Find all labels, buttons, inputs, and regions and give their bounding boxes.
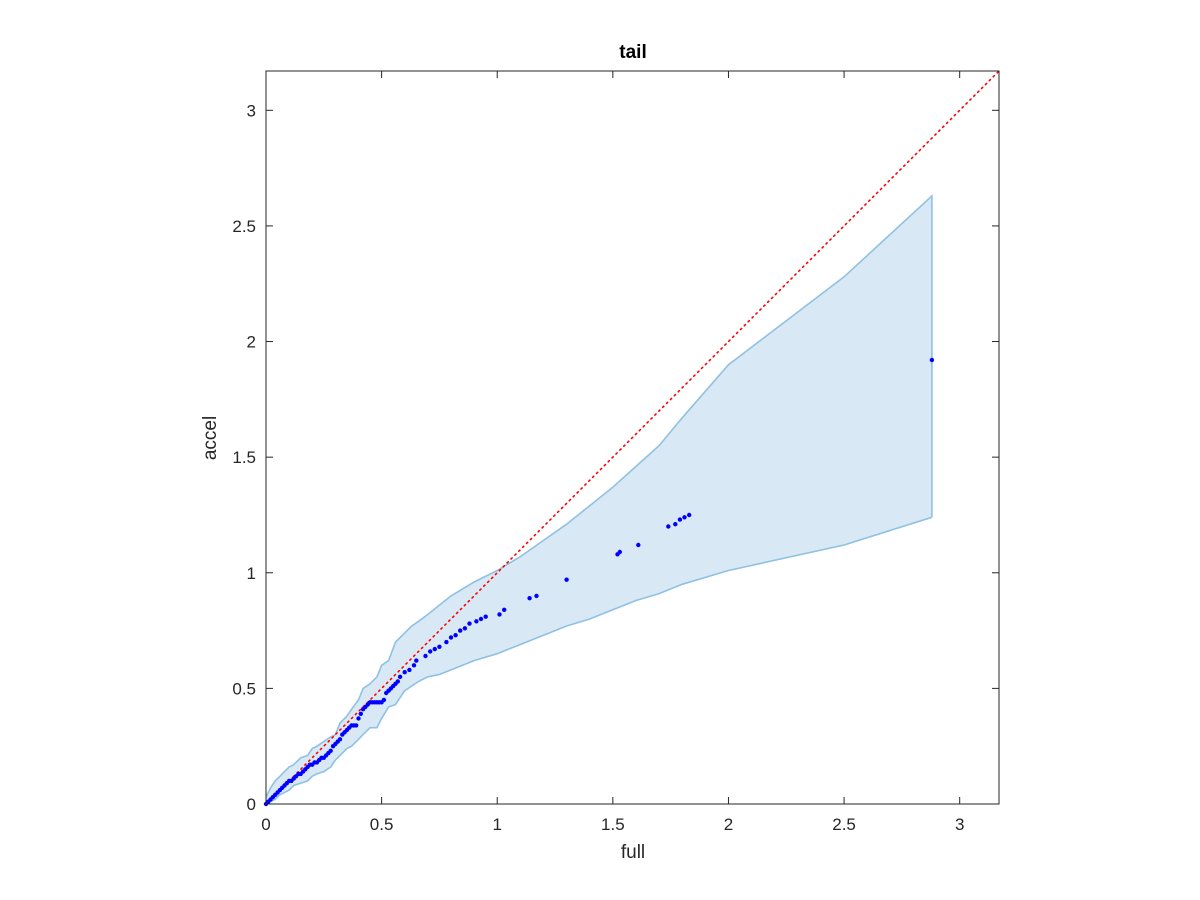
data-point bbox=[502, 607, 507, 612]
data-point bbox=[414, 658, 419, 663]
data-point bbox=[395, 679, 400, 684]
data-point bbox=[564, 577, 569, 582]
data-point bbox=[682, 515, 687, 520]
data-point bbox=[411, 663, 417, 668]
data-point bbox=[358, 711, 363, 716]
data-point bbox=[428, 649, 433, 654]
data-point bbox=[478, 616, 484, 622]
x-tick-label: 0.5 bbox=[370, 815, 394, 834]
data-point bbox=[423, 653, 428, 659]
x-axis-label: full bbox=[621, 842, 645, 863]
y-tick-label: 2 bbox=[247, 333, 256, 352]
confidence-band bbox=[266, 195, 932, 804]
data-point bbox=[527, 596, 532, 601]
data-point bbox=[617, 549, 622, 555]
y-tick-label: 1.5 bbox=[232, 448, 256, 467]
data-point bbox=[677, 517, 683, 522]
data-point bbox=[497, 612, 502, 617]
data-point bbox=[673, 522, 678, 527]
data-point bbox=[636, 542, 641, 548]
data-point bbox=[437, 644, 442, 649]
axes-box bbox=[265, 70, 1000, 805]
chart-title: tail bbox=[619, 42, 646, 63]
data-point bbox=[929, 357, 935, 363]
data-point bbox=[687, 512, 692, 518]
x-tick-label: 1 bbox=[492, 815, 501, 834]
data-point bbox=[474, 619, 479, 624]
y-axis-label: accel bbox=[200, 416, 221, 460]
data-point bbox=[402, 670, 407, 675]
data-point bbox=[356, 716, 361, 721]
data-point bbox=[467, 621, 472, 626]
x-tick-label: 0 bbox=[261, 815, 270, 834]
x-tick-label: 3 bbox=[955, 815, 964, 834]
y-tick-label: 0.5 bbox=[232, 679, 256, 698]
data-point bbox=[462, 626, 468, 631]
data-point bbox=[666, 524, 671, 529]
x-tick-label: 2.5 bbox=[832, 815, 856, 834]
reference-line bbox=[265, 70, 1000, 805]
data-point bbox=[432, 646, 437, 652]
data-point bbox=[354, 723, 359, 728]
y-tick-label: 2.5 bbox=[232, 217, 256, 236]
band-lower-edge bbox=[265, 516, 933, 805]
band-upper-edge bbox=[265, 194, 933, 798]
data-point bbox=[453, 633, 458, 638]
data-point bbox=[397, 674, 403, 679]
data-point bbox=[534, 593, 539, 599]
y-tick-label: 3 bbox=[247, 101, 256, 120]
x-tick-label: 2 bbox=[724, 815, 733, 834]
x-tick-label: 1.5 bbox=[601, 815, 625, 834]
y-tick-label: 0 bbox=[247, 795, 256, 814]
data-point bbox=[448, 635, 454, 640]
data-point bbox=[444, 639, 449, 645]
plot-area bbox=[263, 70, 1000, 807]
data-point bbox=[458, 628, 463, 633]
data-point bbox=[407, 667, 412, 673]
y-tick-label: 1 bbox=[247, 564, 256, 583]
axes: 0 0.5 1 1.5 2 2.5 3 0 0.5 1 1.5 2 2.5 3 bbox=[232, 70, 1000, 834]
data-point bbox=[483, 614, 488, 619]
data-point bbox=[337, 737, 343, 742]
data-point bbox=[328, 748, 333, 753]
data-point bbox=[381, 697, 387, 703]
